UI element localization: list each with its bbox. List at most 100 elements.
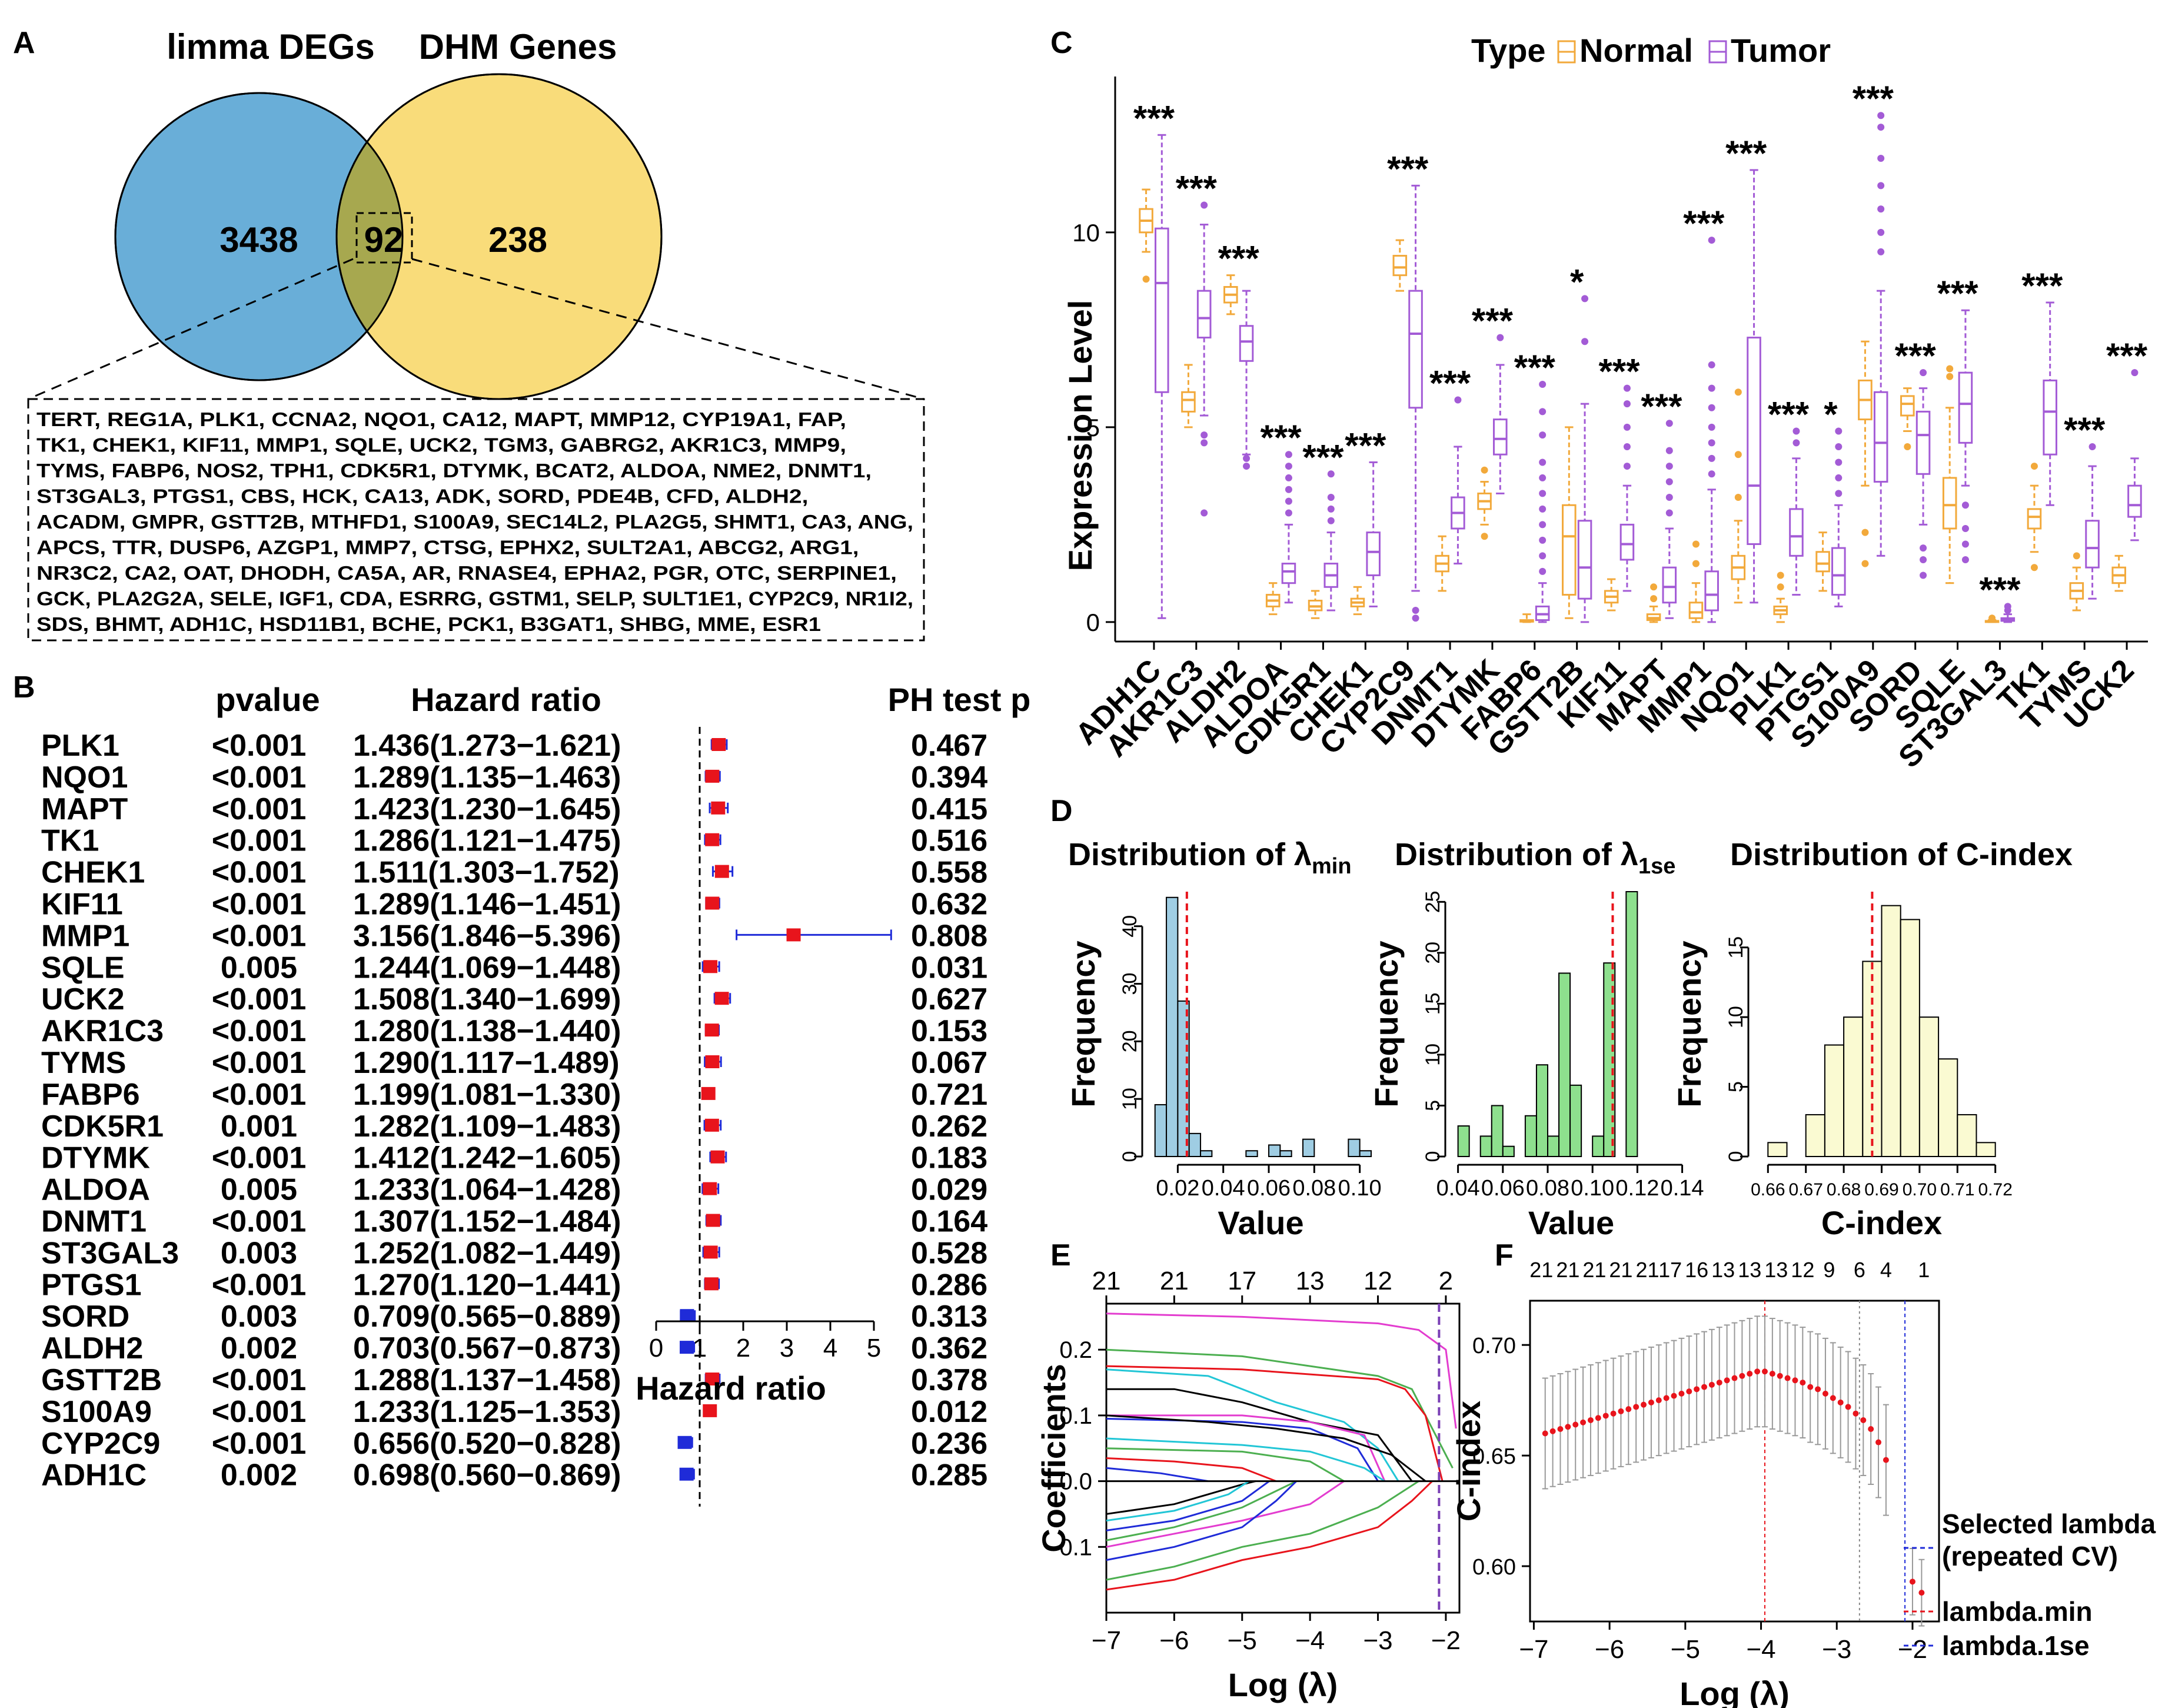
path-x-tick-label: −3 <box>1363 1626 1392 1655</box>
hist-x-tick-label: 0.70 <box>1903 1180 1937 1199</box>
box-significance: *** <box>1725 134 1767 173</box>
forest-gene-label: PLK1 <box>41 729 119 763</box>
tumor-box <box>1831 547 1846 596</box>
box-significance: * <box>1570 262 1584 301</box>
tumor-outlier <box>1327 470 1335 478</box>
forest-hr-point <box>705 896 720 910</box>
tumor-box <box>1281 563 1296 584</box>
tumor-outlier <box>1285 463 1292 470</box>
tumor-box <box>1704 570 1719 612</box>
path-x-tick-label: −2 <box>1431 1626 1461 1655</box>
tumor-outlier <box>1961 556 1969 563</box>
tumor-box <box>1747 337 1761 545</box>
normal-outlier <box>1692 540 1700 548</box>
hist-y-tick-label: 15 <box>1725 936 1747 959</box>
tumor-outlier <box>1920 571 1927 579</box>
cv-point <box>1754 1368 1761 1375</box>
cv-point <box>1587 1417 1594 1423</box>
tumor-outlier <box>1412 614 1419 622</box>
tumor-outlier <box>1708 454 1715 462</box>
tumor-outlier <box>1665 494 1673 501</box>
cv-y-tick-label: 0.65 <box>1472 1444 1516 1469</box>
tumor-outlier <box>1877 248 1885 255</box>
box-significance: *** <box>2106 336 2148 376</box>
normal-box <box>1562 504 1577 596</box>
cv-top-tick-label: 9 <box>1823 1258 1835 1282</box>
hist-x-tick-label: 0.14 <box>1661 1176 1704 1201</box>
tumor-outlier <box>1665 509 1673 517</box>
tumor-outlier <box>1539 381 1547 388</box>
box-significance: *** <box>2021 266 2063 305</box>
cv-point <box>1549 1428 1556 1434</box>
normal-outlier <box>1861 529 1869 536</box>
tumor-outlier <box>1285 509 1292 517</box>
col-header-pvalue: pvalue <box>215 681 320 718</box>
coefficient-path <box>1106 1348 1454 1468</box>
coefficient-path <box>1106 1414 1426 1482</box>
cv-point <box>1625 1406 1632 1413</box>
normal-outlier <box>1861 560 1869 567</box>
forest-gene-label: GSTT2B <box>41 1363 162 1397</box>
forest-hr-point <box>705 769 720 783</box>
hist-x-tick-label: 0.04 <box>1436 1176 1480 1201</box>
venn-right-title: DHM Genes <box>419 27 617 67</box>
box-plot: 0510***ADH1C***AKR1C3***ALDH2***ALDOA***… <box>1069 77 2148 775</box>
coefficient-path <box>1106 1480 1297 1541</box>
forest-pvalue: <0.001 <box>212 760 307 795</box>
forest-gene-label: TYMS <box>41 1046 126 1080</box>
forest-hr-point <box>714 865 729 878</box>
forest-pvalue: <0.001 <box>212 1014 307 1048</box>
hist-bar <box>1535 1064 1549 1157</box>
box-significance: *** <box>1472 301 1514 341</box>
normal-box <box>1392 255 1408 277</box>
cv-x-tick-label: −2 <box>1898 1635 1927 1664</box>
gene-list-line: TK1, CHEK1, KIF11, MMP1, SQLE, UCK2, TGM… <box>36 434 846 456</box>
hist-bar <box>1805 1114 1825 1158</box>
tumor-outlier <box>1877 228 1885 236</box>
tumor-outlier <box>1835 474 1843 481</box>
cv-top-tick-label: 6 <box>1854 1258 1865 1282</box>
path-y-tick-label: 0.1 <box>1059 1403 1092 1429</box>
cv-point <box>1708 1381 1715 1388</box>
tumor-outlier <box>1327 494 1335 501</box>
forest-hr-text: 1.252(1.082−1.449) <box>353 1236 621 1270</box>
tumor-outlier <box>2088 443 2096 450</box>
forest-hr-text: 3.156(1.846−5.396) <box>353 919 621 953</box>
hist-bar <box>1154 1104 1168 1158</box>
tumor-box <box>2085 520 2100 569</box>
col-header-ph-test: PH test p <box>888 681 1031 718</box>
hist-y-axis-label: Frequency <box>1368 941 1405 1107</box>
cv-top-tick-label: 1 <box>1918 1258 1930 1282</box>
hist-cindex: Distribution of C-index 0.66 0.67 0.68 0.69 0… <box>1671 837 2073 1241</box>
box-significance: *** <box>1302 437 1344 477</box>
tumor-outlier <box>1623 463 1631 470</box>
forest-x-tick-label: 4 <box>823 1334 837 1363</box>
tumor-outlier <box>1539 505 1547 513</box>
forest-x-tick-label: 3 <box>780 1334 794 1363</box>
path-top-tick-label: 17 <box>1228 1267 1256 1295</box>
forest-rows: PLK1 <0.001 1.436(1.273−1.621) 0.467 NQO1 <0.… <box>41 729 987 1493</box>
tumor-outlier <box>1412 607 1419 614</box>
forest-hr-text: 1.282(1.109−1.483) <box>353 1109 621 1144</box>
hist-x-tick-label: 0.10 <box>1338 1176 1382 1201</box>
box-significance: *** <box>2064 410 2106 450</box>
box-significance: *** <box>1176 168 1218 208</box>
cv-legend-label: lambda.1se <box>1942 1630 2090 1661</box>
cv-x-tick-label: −3 <box>1822 1635 1851 1664</box>
cv-point <box>1868 1426 1874 1432</box>
cv-point <box>1792 1377 1798 1384</box>
path-x-tick-label: −4 <box>1295 1626 1325 1655</box>
forest-gene-label: MMP1 <box>41 919 129 953</box>
hist-x-tick-label: 0.69 <box>1864 1180 1898 1199</box>
tumor-box <box>1239 325 1254 362</box>
hist-lambda-min: Distribution of λmin 0.02 0.04 0.06 0.08 0.10… <box>1065 837 1382 1241</box>
forest-hr-text: 1.511(1.303−1.752) <box>353 856 620 890</box>
forest-gene-label: TK1 <box>41 824 99 858</box>
tumor-box <box>1662 566 1677 604</box>
tumor-outlier <box>1961 501 1969 509</box>
forest-hr-point <box>703 1404 717 1417</box>
hist-y-tick-label: 5 <box>1422 1100 1444 1111</box>
forest-gene-label: ST3GAL3 <box>41 1236 179 1270</box>
hist-title-subscript: 1se <box>1638 854 1675 879</box>
hist-bar <box>1479 1135 1492 1158</box>
